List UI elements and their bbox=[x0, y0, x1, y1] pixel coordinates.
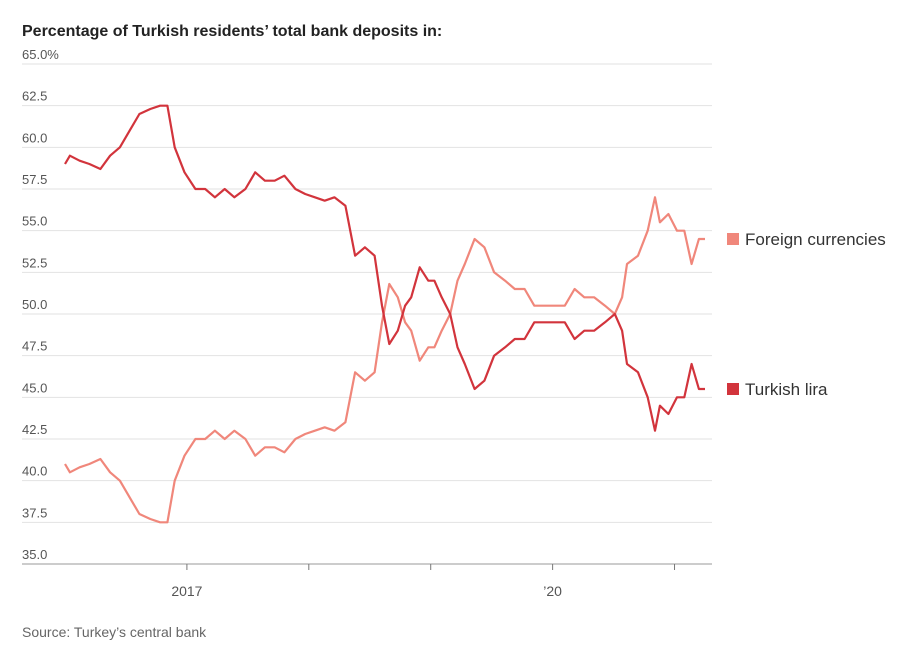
y-tick-label: 47.5 bbox=[22, 339, 47, 354]
y-tick-label: 60.0 bbox=[22, 130, 47, 145]
y-tick-label: 37.5 bbox=[22, 505, 47, 520]
series-line bbox=[64, 196, 705, 524]
legend-swatch bbox=[727, 233, 739, 245]
y-tick-label: 55.0 bbox=[22, 214, 47, 229]
y-tick-label: 35.0 bbox=[22, 547, 47, 562]
x-tick-label: ’20 bbox=[543, 583, 562, 599]
x-tick-label: 2017 bbox=[171, 583, 202, 599]
source-note: Source: Turkey’s central bank bbox=[22, 624, 207, 640]
y-tick-label: 42.5 bbox=[22, 422, 47, 437]
y-tick-label: 57.5 bbox=[22, 172, 47, 187]
chart-title: Percentage of Turkish residents’ total b… bbox=[22, 23, 442, 40]
y-tick-label: 45.0 bbox=[22, 380, 47, 395]
series-line bbox=[64, 104, 705, 432]
y-tick-label: 52.5 bbox=[22, 255, 47, 270]
y-tick-label: 40.0 bbox=[22, 464, 47, 479]
y-tick-label: 50.0 bbox=[22, 297, 47, 312]
y-tick-label: 65.0% bbox=[22, 47, 59, 62]
legend-label: Turkish lira bbox=[745, 380, 828, 399]
legend-swatch bbox=[727, 383, 739, 395]
y-tick-label: 62.5 bbox=[22, 89, 47, 104]
legend-label: Foreign currencies bbox=[745, 230, 886, 249]
